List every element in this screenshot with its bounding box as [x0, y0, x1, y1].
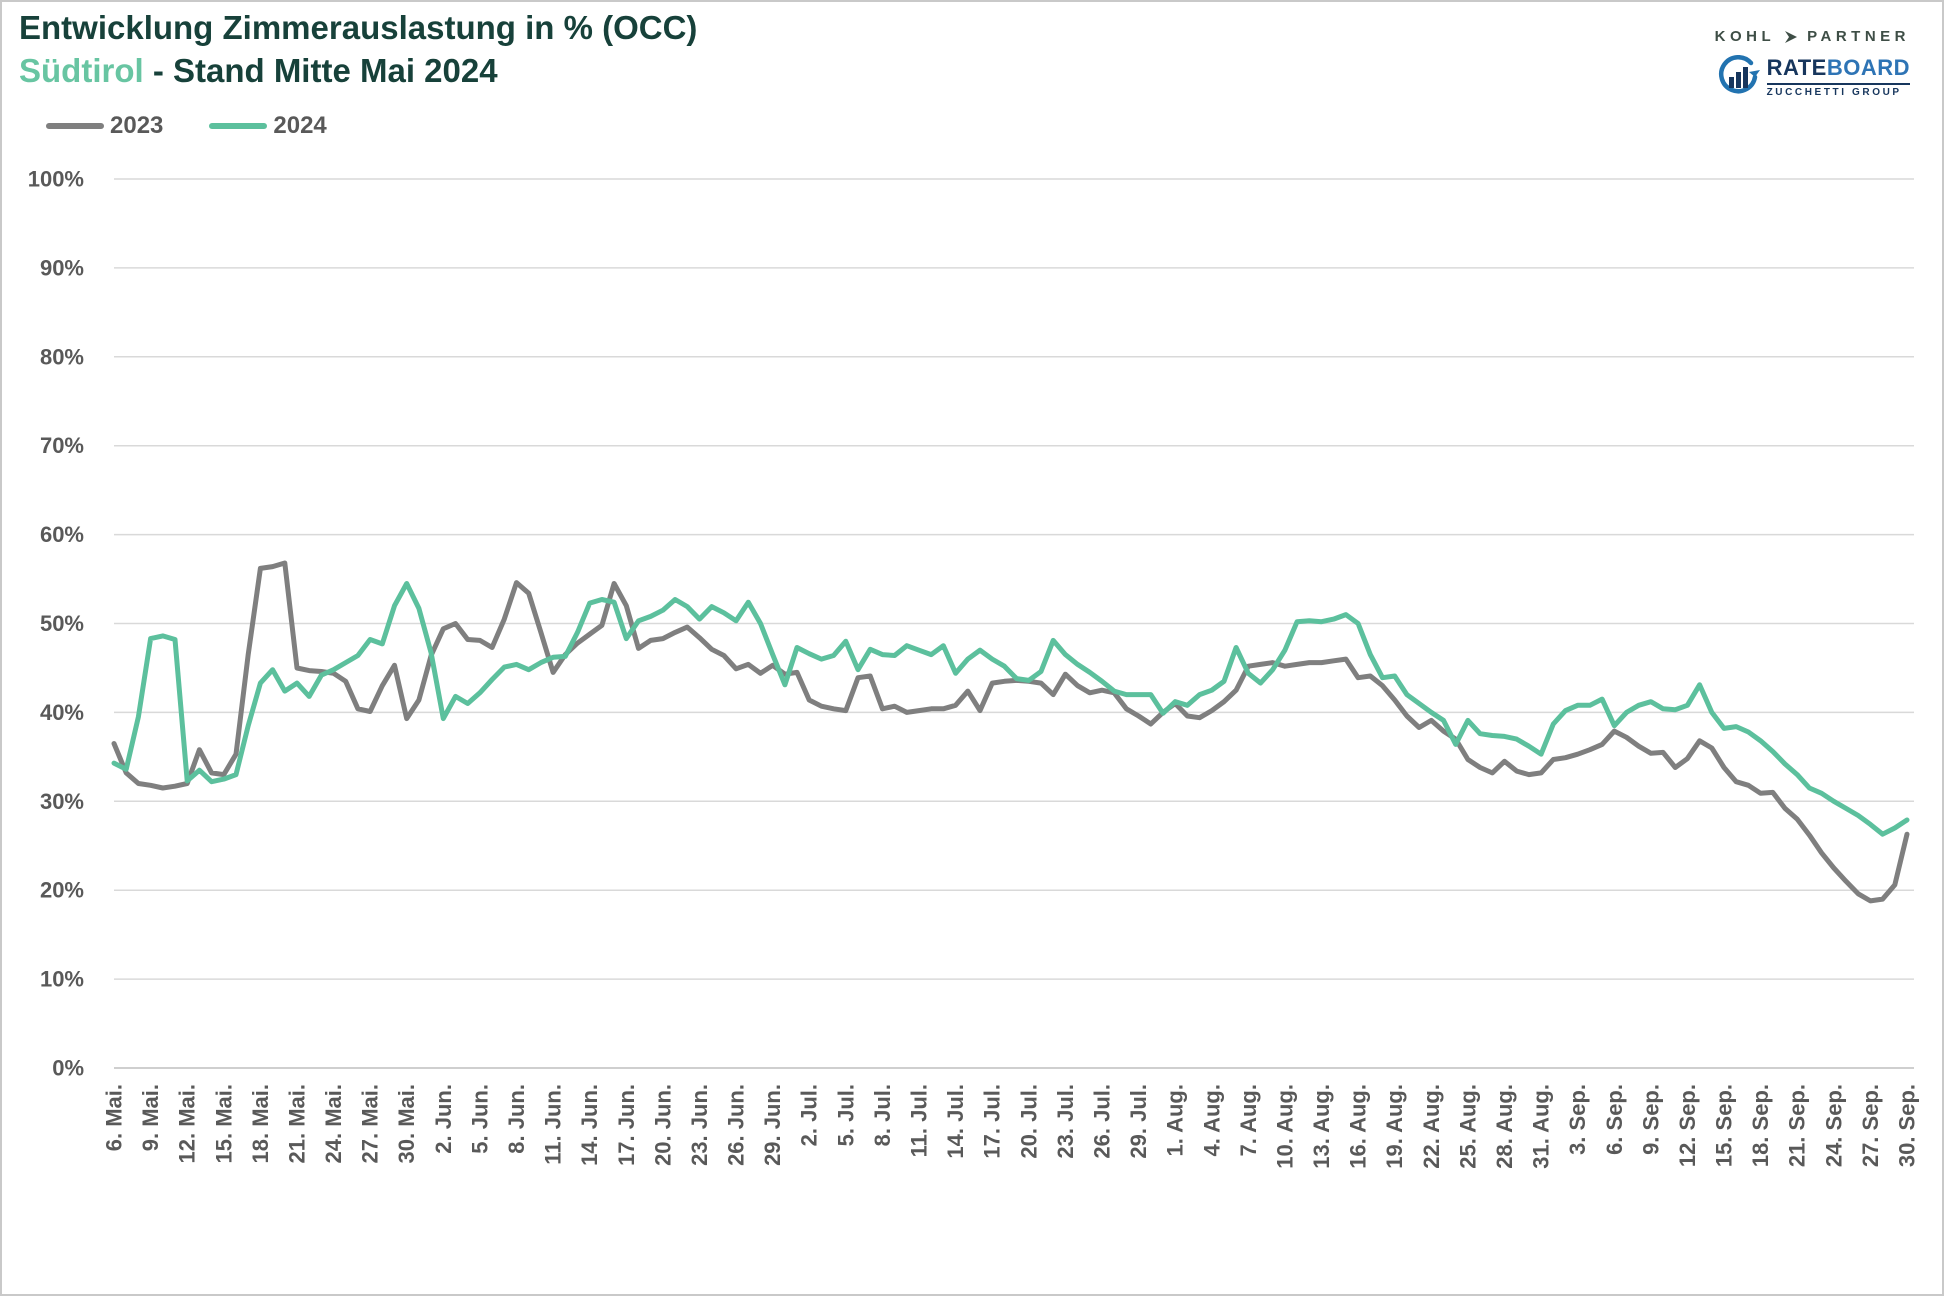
- x-tick-label: 3. Sep.: [1565, 1084, 1590, 1155]
- x-tick-label: 12. Mai.: [175, 1084, 200, 1163]
- x-tick-label: 24. Sep.: [1821, 1084, 1846, 1167]
- legend-line-swatch-2023: [46, 123, 104, 129]
- x-tick-label: 28. Aug.: [1492, 1084, 1517, 1169]
- y-tick-label: 30%: [40, 789, 84, 814]
- x-tick-label: 24. Mai.: [321, 1084, 346, 1163]
- legend-label-2024: 2024: [273, 112, 327, 139]
- x-tick-label: 21. Sep.: [1785, 1084, 1810, 1167]
- x-tick-label: 11. Jun.: [541, 1084, 566, 1165]
- legend-item-2023[interactable]: 2023: [46, 112, 163, 140]
- x-tick-label: 7. Aug.: [1236, 1084, 1261, 1157]
- page-title: Entwicklung Zimmerauslastung in % (OCC): [19, 9, 698, 46]
- rateboard-divider: [1766, 82, 1910, 85]
- page-subtitle: Südtirol - Stand Mitte Mai 2024: [19, 50, 697, 93]
- kohl-partner-right: PARTNER: [1807, 28, 1910, 45]
- x-tick-label: 29. Jul.: [1126, 1084, 1151, 1159]
- x-tick-label: 22. Aug.: [1419, 1084, 1444, 1169]
- x-tick-label: 1. Aug.: [1163, 1084, 1188, 1157]
- x-tick-label: 27. Mai.: [358, 1084, 383, 1163]
- x-tick-label: 18. Sep.: [1748, 1084, 1773, 1167]
- legend-label-2023: 2023: [110, 112, 164, 139]
- rateboard-group-text: ZUCCHETTI GROUP: [1766, 86, 1902, 98]
- x-tick-label: 8. Jul.: [870, 1084, 895, 1146]
- x-tick-label: 15. Sep.: [1712, 1084, 1737, 1167]
- x-tick-label: 18. Mai.: [248, 1084, 273, 1163]
- x-tick-label: 17. Jun.: [614, 1084, 639, 1166]
- x-tick-label: 10. Aug.: [1272, 1084, 1297, 1169]
- chart-header: Entwicklung Zimmerauslastung in % (OCC) …: [19, 7, 697, 93]
- x-tick-label: 8. Jun.: [504, 1084, 529, 1154]
- x-tick-label: 4. Aug.: [1199, 1084, 1224, 1157]
- x-tick-label: 16. Aug.: [1346, 1084, 1371, 1169]
- x-tick-label: 9. Mai.: [138, 1084, 163, 1151]
- x-tick-label: 26. Jul.: [1089, 1084, 1114, 1159]
- kohl-partner-logo: KOHL PARTNER: [1715, 28, 1910, 45]
- x-tick-label: 2. Jun.: [431, 1084, 456, 1154]
- y-tick-label: 40%: [40, 700, 84, 725]
- x-tick-label: 5. Jun.: [467, 1084, 492, 1154]
- x-tick-label: 9. Sep.: [1638, 1084, 1663, 1155]
- x-tick-label: 11. Jul.: [907, 1084, 932, 1157]
- y-tick-label: 10%: [40, 967, 84, 992]
- y-tick-label: 20%: [40, 878, 84, 903]
- x-tick-label: 20. Jun.: [650, 1084, 675, 1166]
- rateboard-text: RATEBOARD ZUCCHETTI GROUP: [1766, 56, 1910, 98]
- y-tick-label: 60%: [40, 522, 84, 547]
- x-tick-label: 20. Jul.: [1016, 1084, 1041, 1159]
- y-tick-label: 90%: [40, 255, 84, 280]
- x-tick-label: 14. Jun.: [577, 1084, 602, 1166]
- x-tick-label: 27. Sep.: [1858, 1084, 1883, 1167]
- x-tick-label: 26. Jun.: [724, 1084, 749, 1166]
- x-tick-label: 31. Aug.: [1529, 1084, 1554, 1169]
- rateboard-icon: [1718, 55, 1760, 94]
- x-tick-label: 29. Jun.: [760, 1084, 785, 1166]
- subtitle-region: Südtirol: [19, 51, 144, 89]
- subtitle-date: - Stand Mitte Mai 2024: [143, 51, 498, 89]
- x-tick-label: 21. Mai.: [284, 1084, 309, 1163]
- series-line-2024: [111, 581, 1910, 837]
- y-tick-label: 80%: [40, 344, 84, 369]
- x-tick-label: 23. Jun.: [687, 1084, 712, 1166]
- y-tick-label: 50%: [40, 611, 84, 636]
- x-tick-label: 14. Jul.: [943, 1084, 968, 1159]
- x-tick-label: 25. Aug.: [1455, 1084, 1480, 1169]
- x-tick-label: 6. Sep.: [1602, 1084, 1627, 1155]
- x-tick-label: 2. Jul.: [797, 1084, 822, 1146]
- x-tick-label: 19. Aug.: [1382, 1084, 1407, 1169]
- series-line-2023: [111, 560, 1910, 904]
- y-tick-label: 0%: [52, 1056, 84, 1081]
- x-tick-label: 6. Mai.: [102, 1084, 127, 1151]
- x-tick-label: 5. Jul.: [833, 1084, 858, 1146]
- chart-legend: 2023 2024: [46, 112, 327, 140]
- x-tick-label: 30. Sep.: [1895, 1084, 1920, 1167]
- rateboard-logo: RATEBOARD ZUCCHETTI GROUP: [1715, 55, 1910, 99]
- y-tick-label: 70%: [40, 433, 84, 458]
- legend-item-2024[interactable]: 2024: [209, 112, 327, 140]
- rateboard-name-rate: RATE: [1766, 55, 1827, 81]
- kohl-partner-left: KOHL: [1714, 28, 1776, 45]
- rateboard-name-board: BOARD: [1826, 55, 1910, 81]
- logo-block: KOHL PARTNER RATEBOARD ZUCCHETTI GROUP: [1715, 28, 1910, 99]
- x-tick-label: 12. Sep.: [1675, 1084, 1700, 1167]
- x-tick-label: 17. Jul.: [980, 1084, 1005, 1159]
- legend-line-swatch-2024: [209, 123, 268, 129]
- rateboard-name: RATEBOARD: [1767, 56, 1910, 79]
- y-tick-label: 100%: [28, 167, 84, 192]
- x-tick-label: 23. Jul.: [1053, 1084, 1078, 1159]
- x-tick-label: 15. Mai.: [211, 1084, 236, 1163]
- x-tick-label: 30. Mai.: [394, 1084, 419, 1163]
- kohl-partner-arrow-icon: [1785, 30, 1798, 43]
- x-tick-label: 13. Aug.: [1309, 1084, 1334, 1169]
